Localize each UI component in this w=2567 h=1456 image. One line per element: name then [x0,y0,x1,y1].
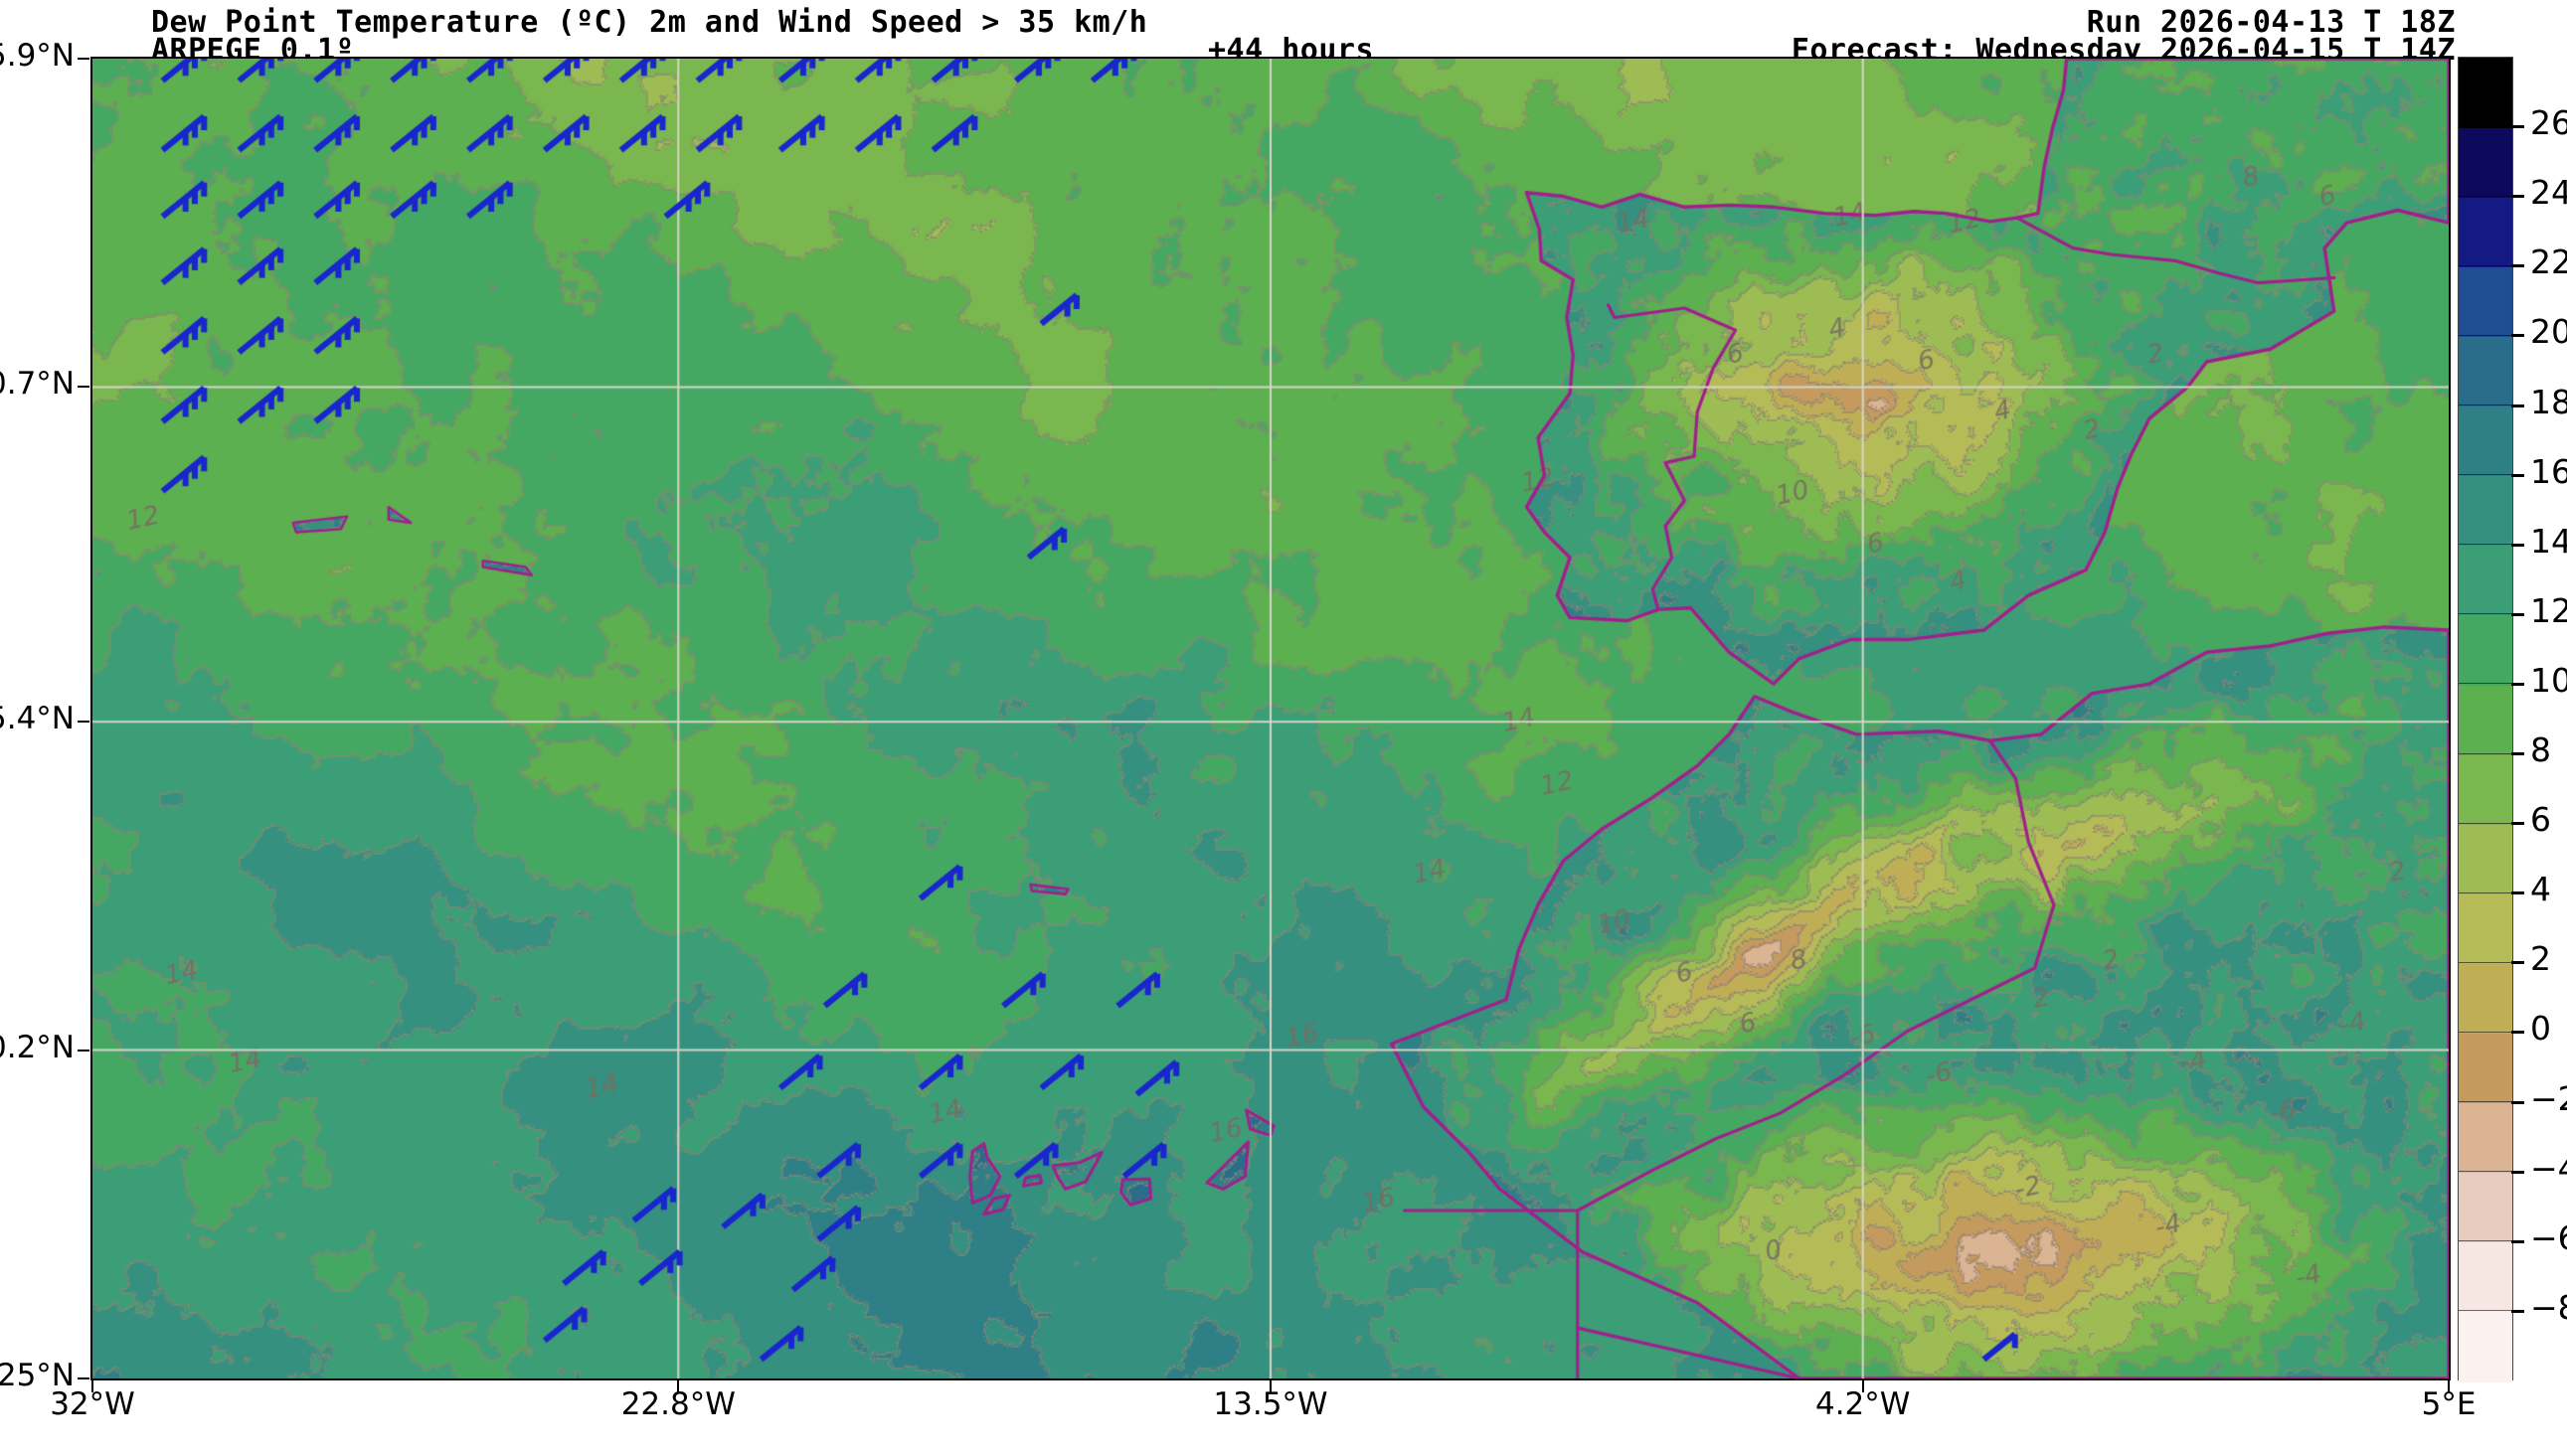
colorbar-tick-inner [2459,1310,2512,1312]
colorbar-tick-mark [2511,1309,2524,1313]
dewpoint-field-canvas [92,59,2449,1378]
colorbar-tick-label: 10 [2530,660,2567,700]
colorbar-tick-inner [2459,264,2512,266]
x-axis-tick-label: 4.2°W [1814,1386,1911,1422]
y-axis-tick-label: 35.4°N [0,701,75,737]
colorbar-tick-label: 4 [2530,870,2551,909]
colorbar-tick-mark [2511,1100,2524,1104]
colorbar-tick-inner [2459,822,2512,824]
colorbar-segment [2459,1033,2512,1104]
colorbar-segment [2459,963,2512,1035]
colorbar-tick-mark [2511,264,2524,268]
colorbar-tick-inner [2459,1031,2512,1033]
colorbar-tick-mark [2511,195,2524,199]
colorbar-tick-inner [2459,544,2512,546]
colorbar-tick-inner [2459,125,2512,127]
colorbar-tick-mark [2511,334,2524,338]
colorbar-tick-inner [2459,961,2512,963]
y-axis-tick-mark [78,1049,89,1052]
colorbar-tick-inner [2459,474,2512,476]
colorbar-tick-label: 22 [2530,243,2567,282]
colorbar-tick-mark [2511,822,2524,826]
colorbar-tick-label: 16 [2530,451,2567,491]
colorbar-tick-mark [2511,473,2524,477]
colorbar-tick-label: 8 [2530,730,2551,770]
colorbar-tick-label: 14 [2530,521,2567,561]
colorbar-segment [2459,824,2512,894]
x-axis-tick-label: 22.8°W [620,1386,736,1422]
colorbar-tick-inner [2459,1101,2512,1103]
x-axis-tick-mark [1861,1380,1864,1392]
colorbar-segment [2459,475,2512,547]
colorbar-tick-mark [2511,682,2524,686]
colorbar-tick-label: −8 [2530,1287,2567,1327]
y-axis-tick-label: 25°N [0,1358,75,1393]
colorbar-tick-label: 24 [2530,173,2567,213]
colorbar-segment [2459,58,2512,128]
y-axis-tick-mark [78,58,89,60]
colorbar-tick-label: 6 [2530,800,2551,840]
colorbar-tick-label: 20 [2530,312,2567,352]
colorbar-tick-inner [2459,404,2512,406]
colorbar-tick-inner [2459,334,2512,336]
y-axis-tick-label: 45.9°N [0,38,75,74]
page-title: Dew Point Temperature (ºC) 2m and Wind S… [151,5,1148,40]
x-axis-tick-mark [2448,1380,2450,1392]
colorbar-segment [2459,197,2512,267]
x-axis-tick-mark [91,1380,93,1392]
colorbar-segment [2459,545,2512,616]
colorbar [2458,57,2513,1382]
colorbar-tick-label: 0 [2530,1009,2551,1049]
colorbar-segment [2459,614,2512,686]
colorbar-segment [2459,1241,2512,1313]
colorbar-tick-mark [2511,1239,2524,1243]
colorbar-segment [2459,684,2512,755]
colorbar-tick-label: −6 [2530,1217,2567,1257]
colorbar-tick-mark [2511,1031,2524,1035]
colorbar-tick-mark [2511,961,2524,965]
x-axis-tick-label: 13.5°W [1213,1386,1328,1422]
colorbar-segment [2459,336,2512,407]
colorbar-segment [2459,893,2512,964]
colorbar-tick-inner [2459,1171,2512,1173]
colorbar-tick-inner [2459,891,2512,893]
y-axis-tick-label: 30.2°N [0,1029,75,1065]
y-axis-tick-label: 40.7°N [0,366,75,403]
colorbar-segment [2459,1102,2512,1174]
colorbar-tick-mark [2511,752,2524,756]
colorbar-tick-inner [2459,683,2512,685]
colorbar-tick-label: 2 [2530,939,2551,979]
colorbar-tick-inner [2459,195,2512,197]
y-axis-tick-mark [78,1377,89,1379]
colorbar-tick-mark [2511,125,2524,129]
colorbar-tick-label: 18 [2530,382,2567,421]
run-datetime-label: Run 2026-04-13 T 18Z [2086,5,2456,40]
y-axis-tick-mark [78,721,89,724]
colorbar-segment [2459,127,2512,198]
colorbar-segment [2459,754,2512,825]
colorbar-segment [2459,266,2512,338]
x-axis-tick-mark [1270,1380,1272,1392]
colorbar-tick-mark [2511,1170,2524,1174]
colorbar-segment [2459,1311,2512,1382]
colorbar-segment [2459,405,2512,477]
y-axis-tick-mark [78,386,89,389]
colorbar-tick-mark [2511,543,2524,547]
x-axis-tick-label: 5°E [2421,1386,2477,1422]
colorbar-tick-mark [2511,404,2524,407]
colorbar-tick-mark [2511,612,2524,616]
x-axis-tick-label: 32°W [50,1386,135,1422]
map-plot-area[interactable] [90,57,2451,1380]
colorbar-tick-label: −2 [2530,1078,2567,1118]
colorbar-tick-mark [2511,891,2524,895]
x-axis-tick-mark [677,1380,680,1392]
colorbar-tick-label: 26 [2530,103,2567,143]
colorbar-tick-label: −4 [2530,1148,2567,1188]
colorbar-segment [2459,1172,2512,1243]
colorbar-tick-label: 12 [2530,590,2567,630]
colorbar-tick-inner [2459,752,2512,754]
colorbar-tick-inner [2459,613,2512,615]
colorbar-tick-inner [2459,1240,2512,1242]
